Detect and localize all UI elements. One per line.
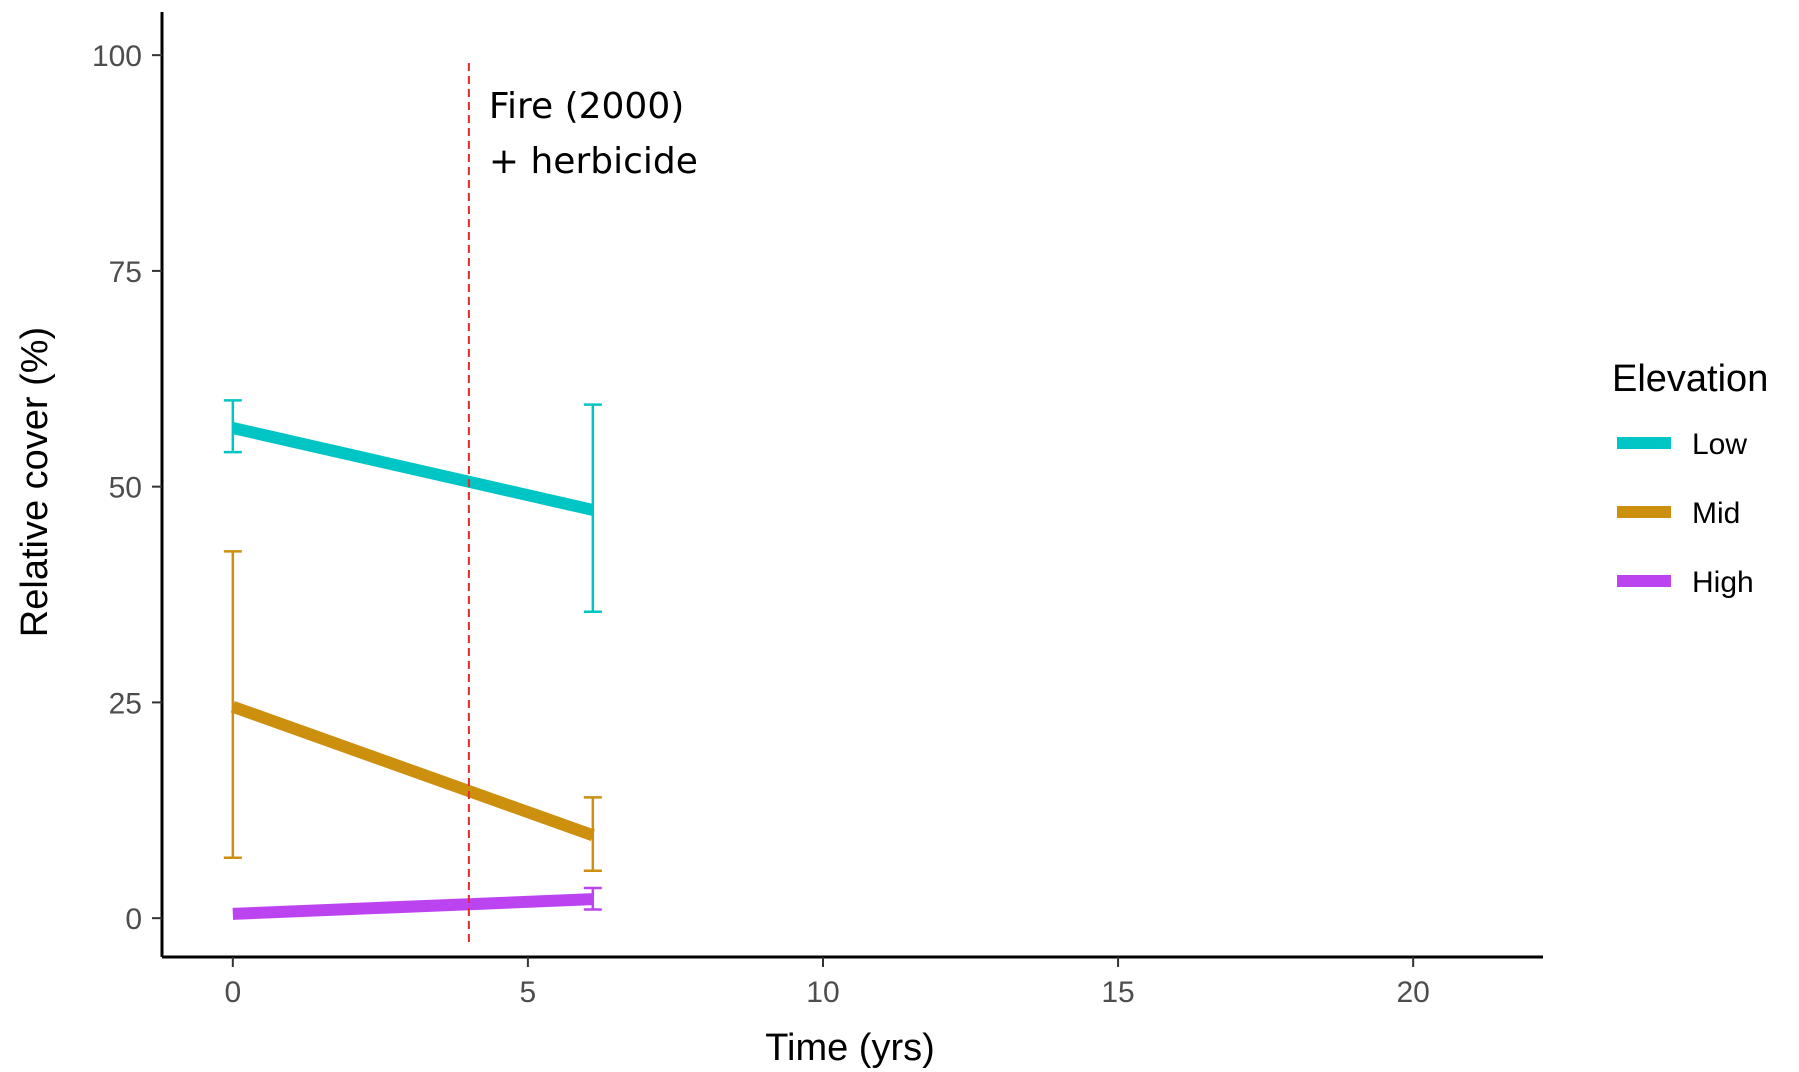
x-axis-title: Time (yrs) bbox=[765, 1027, 935, 1069]
y-tick-label: 100 bbox=[92, 40, 142, 73]
annotation-layer: Fire (2000) + herbicide bbox=[467, 63, 698, 943]
x-tick-label: 15 bbox=[1101, 976, 1134, 1009]
x-tick-label: 20 bbox=[1396, 976, 1429, 1009]
legend-title: Elevation bbox=[1612, 358, 1768, 400]
error-bar-mid bbox=[223, 550, 242, 860]
y-tick-label: 50 bbox=[109, 472, 142, 505]
legend-label-high: High bbox=[1692, 566, 1754, 599]
legend-label-low: Low bbox=[1692, 428, 1747, 461]
y-axis-title: Relative cover (%) bbox=[14, 327, 56, 637]
axes: 0 5 10 15 20 0 25 50 75 100 bbox=[92, 12, 1543, 1009]
legend: Elevation Low Mid High bbox=[1612, 358, 1768, 599]
error-bar-high bbox=[583, 886, 602, 911]
legend-label-mid: Mid bbox=[1692, 497, 1740, 530]
annotation-label-line: Fire (2000) bbox=[489, 86, 684, 127]
x-tick-label: 10 bbox=[806, 976, 839, 1009]
x-tick-label: 5 bbox=[520, 976, 537, 1009]
annotation-label-line: + herbicide bbox=[489, 141, 698, 182]
plot-area bbox=[223, 399, 602, 920]
y-tick-label: 0 bbox=[125, 903, 142, 936]
x-tick-label: 0 bbox=[224, 976, 241, 1009]
series-line-low bbox=[231, 422, 595, 516]
series-line-mid bbox=[230, 701, 595, 841]
y-tick-label: 25 bbox=[109, 687, 142, 720]
error-bar-low bbox=[223, 399, 242, 454]
y-tick-label: 75 bbox=[109, 256, 142, 289]
series-line-high bbox=[232, 893, 594, 920]
